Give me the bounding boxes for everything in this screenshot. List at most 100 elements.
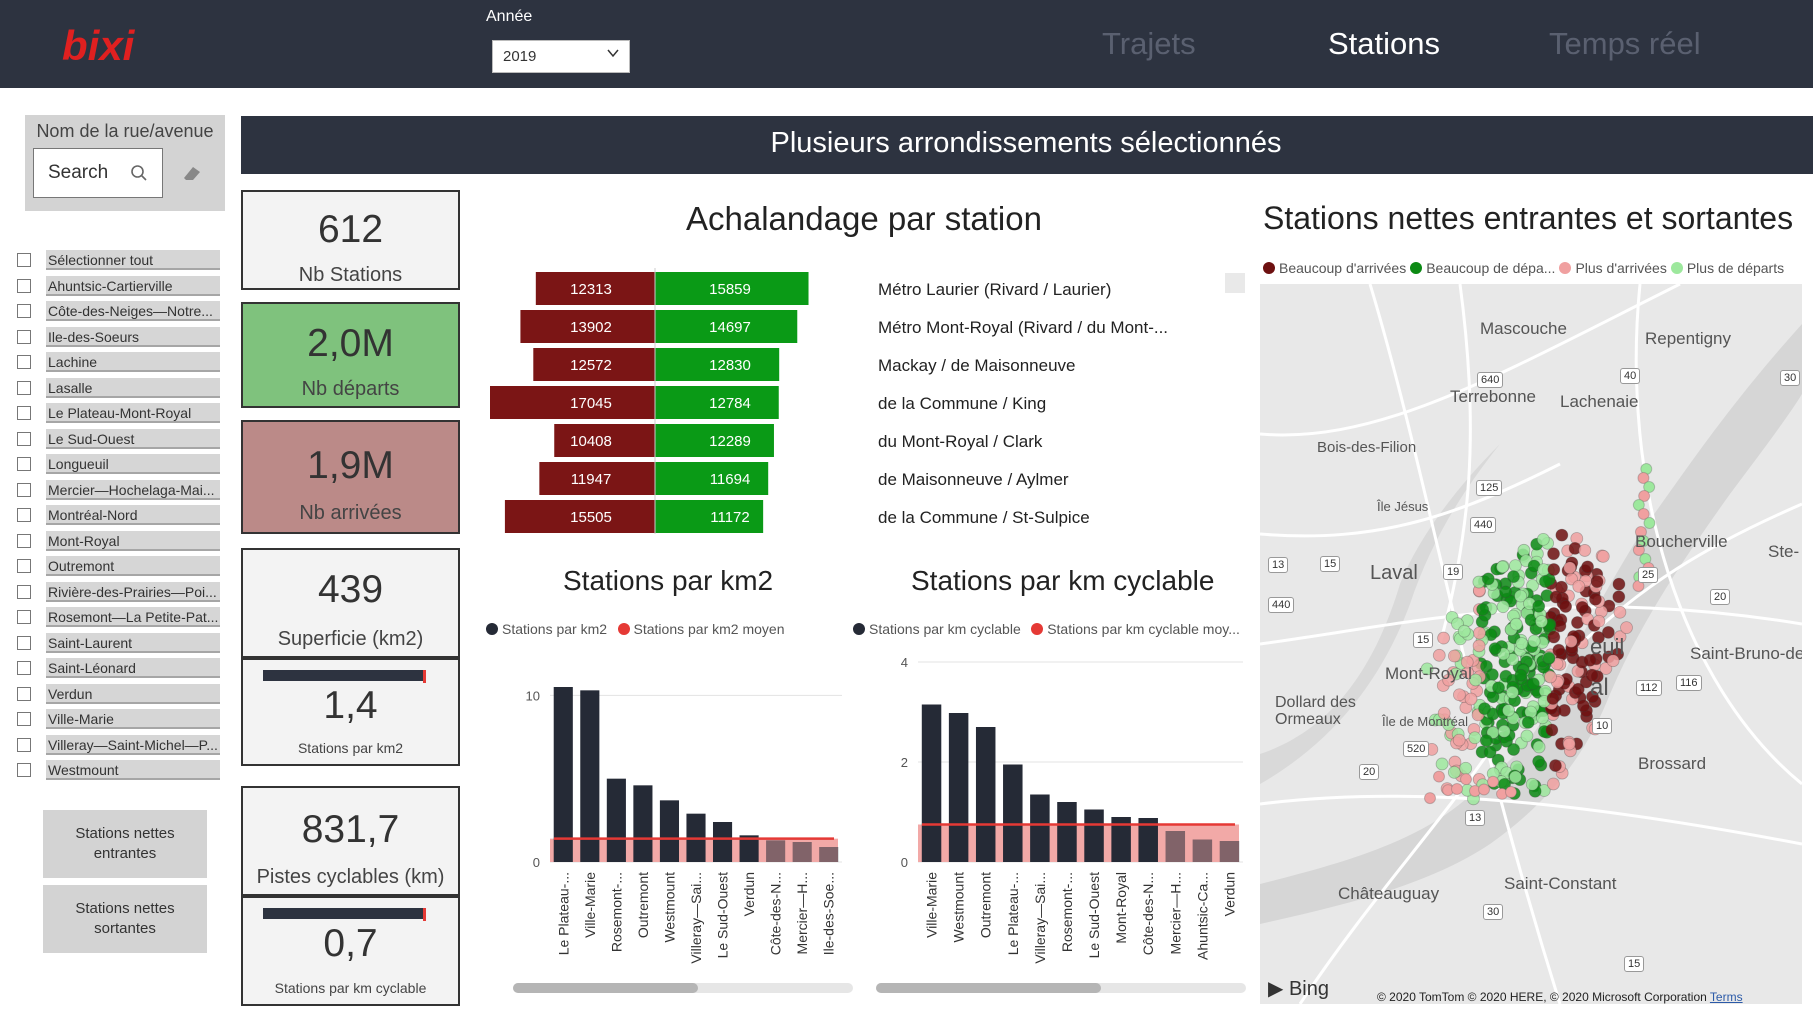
slicer-item[interactable]: Saint-Léonard: [15, 658, 220, 680]
slicer-item-label: Westmount: [46, 760, 220, 780]
map-place-label: Île Jésus: [1377, 499, 1429, 514]
checkbox[interactable]: [17, 737, 31, 752]
slicer-item[interactable]: Le Sud-Ouest: [15, 428, 220, 451]
slicer-item[interactable]: Mercier—Hochelaga-Mai...: [15, 479, 220, 502]
station-dot: [1469, 673, 1482, 687]
x-tick-label: Le Plateau-...: [1005, 872, 1021, 955]
year-dropdown[interactable]: 2019: [492, 40, 630, 73]
arrival-value: 17045: [570, 395, 612, 412]
slicer-item[interactable]: Saint-Laurent: [15, 632, 220, 655]
slicer-item[interactable]: Rosemont—La Petite-Pat...: [15, 607, 220, 629]
station-dot: [1507, 743, 1520, 756]
arrival-bar: [539, 462, 655, 495]
checkbox[interactable]: [17, 406, 31, 420]
kpi-value: 612: [317, 208, 384, 251]
search-input[interactable]: Search: [33, 148, 163, 198]
slicer-item[interactable]: Lachine: [15, 352, 220, 374]
checkbox[interactable]: [17, 610, 31, 624]
nav-stations[interactable]: Stations: [1328, 26, 1441, 61]
checkbox[interactable]: [17, 278, 31, 293]
x-tick-label: Côte-des-N...: [1140, 872, 1156, 955]
slicer-item[interactable]: Outremont: [15, 556, 220, 578]
slicer-item[interactable]: Côte-des-Neiges—Notre...: [15, 301, 220, 323]
station-dot: [1525, 777, 1539, 791]
map-canvas[interactable]: [1260, 284, 1802, 1004]
station-label: Mackay / de Maisonneuve: [878, 356, 1076, 375]
bar: [819, 847, 839, 862]
checkbox[interactable]: [17, 635, 31, 650]
slicer-item[interactable]: Verdun: [15, 683, 220, 706]
slicer-item[interactable]: Rivière-des-Prairies—Poi...: [15, 581, 220, 604]
slicer-item-label: Lasalle: [46, 377, 220, 398]
nav-temps-reel[interactable]: Temps réel: [1549, 26, 1701, 61]
km2-chart: 0 10 Le Plateau-... Ville-Marie Rosemont-...…: [526, 687, 842, 964]
km2-scrollbar[interactable]: [513, 983, 853, 993]
station-dot: [1496, 560, 1509, 574]
kpi-value: 1,4: [323, 684, 378, 727]
slicer-item[interactable]: Lasalle: [15, 377, 220, 400]
checkbox[interactable]: [17, 482, 31, 497]
station-dot: [1555, 580, 1568, 594]
checkbox[interactable]: [17, 712, 31, 726]
checkbox[interactable]: [17, 763, 31, 777]
kpi-value: 0,7: [323, 922, 378, 965]
net-incoming-button[interactable]: Stations nettes entrantes: [43, 810, 207, 878]
slicer-item[interactable]: Ile-des-Soeurs: [15, 326, 220, 349]
station-dot: [1585, 668, 1599, 682]
checkbox[interactable]: [17, 380, 31, 395]
y-tick-label: 4: [901, 655, 908, 670]
station-dot: [1452, 733, 1466, 747]
departure-bar: [655, 386, 779, 419]
x-tick-label: Verdun: [741, 872, 757, 916]
station-dot: [1612, 577, 1626, 591]
station-dot: [1643, 517, 1656, 529]
station-dot: [1472, 639, 1486, 653]
checkbox[interactable]: [17, 355, 31, 369]
slicer-item[interactable]: Le Plateau-Mont-Royal: [15, 403, 220, 425]
checkbox[interactable]: [17, 253, 31, 267]
slicer-item[interactable]: Longueuil: [15, 454, 220, 476]
route-shield: 15: [1413, 632, 1434, 648]
terms-link[interactable]: Terms: [1709, 990, 1743, 1004]
net-outgoing-button[interactable]: Stations nettes sortantes: [43, 885, 207, 953]
checkbox[interactable]: [17, 304, 31, 318]
station-dot: [1620, 621, 1633, 635]
slicer-item[interactable]: Villeray—Saint-Michel—P...: [15, 734, 220, 757]
nav-trajets[interactable]: Trajets: [1102, 26, 1196, 61]
scroll-handle[interactable]: [1225, 273, 1245, 293]
slicer-item[interactable]: Ahuntsic-Cartierville: [15, 275, 220, 298]
map-place-label: Laval: [1370, 562, 1418, 584]
slicer-item[interactable]: Montréal-Nord: [15, 505, 220, 527]
checkbox[interactable]: [17, 559, 31, 573]
slicer-item[interactable]: Ville-Marie: [15, 709, 220, 731]
slicer-item[interactable]: Westmount: [15, 760, 220, 782]
checkbox[interactable]: [17, 508, 31, 522]
station-dot: [1515, 637, 1529, 650]
map-legend-item: Plus d'arrivées: [1559, 260, 1667, 276]
slicer-item-label: Saint-Laurent: [46, 632, 220, 653]
checkbox[interactable]: [17, 686, 31, 701]
kpi-stations-km2: 1,4 Stations par km2: [241, 658, 460, 766]
route-shield: 112: [1636, 680, 1662, 696]
checkbox[interactable]: [17, 431, 31, 446]
eraser-icon[interactable]: [180, 161, 204, 185]
checkbox[interactable]: [17, 533, 31, 548]
map-place-label: Lachenaie: [1560, 392, 1639, 411]
slicer-item[interactable]: Mont-Royal: [15, 530, 220, 553]
stations-map[interactable]: Mascouche Repentigny Terrebonne Lachenaie Bo…: [1260, 284, 1802, 1004]
station-dot: [1552, 643, 1566, 657]
checkbox[interactable]: [17, 661, 31, 675]
checkbox[interactable]: [17, 329, 31, 344]
map-place-label: Mascouche: [1480, 319, 1567, 338]
checkbox[interactable]: [17, 457, 31, 471]
station-dot: [1488, 642, 1502, 655]
street-search-panel: Nom de la rue/avenue Search: [25, 115, 225, 211]
departure-bar: [655, 310, 798, 343]
bixi-logo[interactable]: bixi: [60, 22, 200, 68]
checkbox[interactable]: [17, 584, 31, 599]
kpi-stations-km-cyclable: 0,7 Stations par km cyclable: [241, 896, 460, 1006]
kmcyc-scrollbar[interactable]: [876, 983, 1246, 993]
station-dot: [1468, 731, 1482, 745]
slicer-item[interactable]: Sélectionner tout: [15, 250, 220, 272]
station-dot: [1589, 592, 1602, 606]
